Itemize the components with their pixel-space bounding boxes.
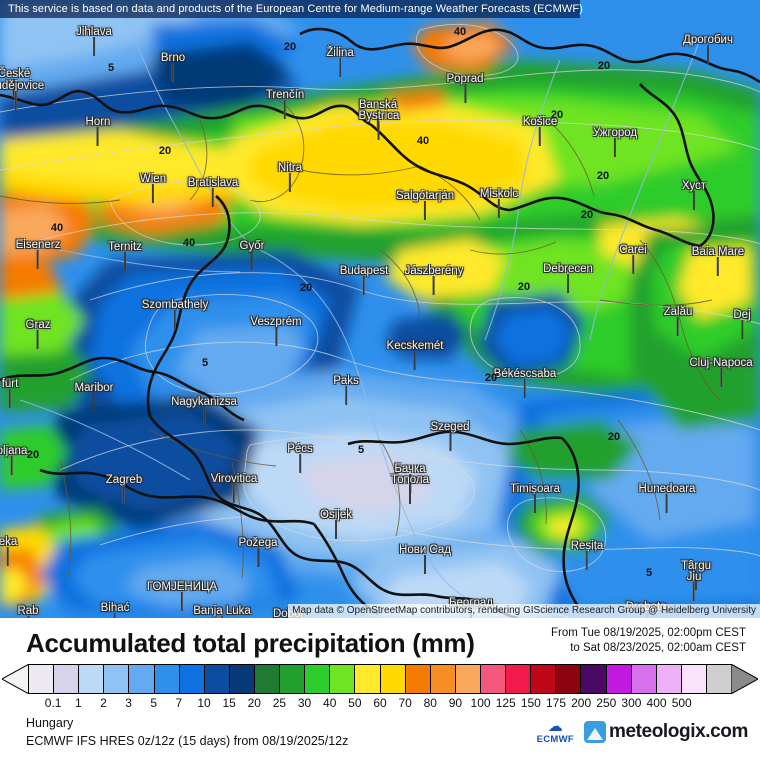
ecmwf-disclaimer-banner: This service is based on data and produc… — [0, 0, 583, 18]
map-vector-overlay — [0, 0, 760, 618]
scale-tick: 20 — [247, 696, 261, 710]
mountain-icon — [583, 721, 606, 743]
scale-tick: 80 — [423, 696, 437, 710]
color-swatch — [29, 665, 55, 693]
contour-value-label: 40 — [453, 26, 467, 38]
contour-value-label: 5 — [357, 444, 365, 456]
color-swatch — [380, 665, 406, 693]
color-swatch — [681, 665, 707, 693]
forecast-time-range: From Tue 08/19/2025, 02:00pm CEST to Sat… — [551, 626, 746, 656]
color-swatches — [28, 664, 732, 694]
color-swatch — [280, 665, 306, 693]
color-swatch — [455, 665, 481, 693]
scale-tick: 400 — [646, 696, 667, 710]
color-swatch — [506, 665, 532, 693]
scale-tick: 30 — [297, 696, 312, 710]
color-swatch — [179, 665, 205, 693]
precipitation-raster — [0, 0, 760, 618]
ecmwf-logo-label: ECMWF — [536, 733, 574, 745]
contour-value-label: 40 — [50, 222, 64, 234]
contour-value-label: 5 — [645, 567, 653, 579]
color-swatch — [54, 665, 80, 693]
contour-value-label: 20 — [596, 170, 610, 182]
color-swatch — [706, 665, 732, 693]
contour-value-label: 40 — [416, 135, 430, 147]
color-swatch — [79, 665, 105, 693]
model-run-label: ECMWF IFS HRES 0z/12z (15 days) from 08/… — [26, 734, 349, 748]
scale-tick: 10 — [197, 696, 211, 710]
color-swatch — [104, 665, 130, 693]
region-label: Hungary — [26, 716, 74, 730]
color-swatch — [480, 665, 507, 693]
scale-tick: 3 — [125, 696, 132, 710]
precipitation-map[interactable]: JihlavaBrnoČeskéBudějoviceHornWienBratis… — [0, 0, 760, 618]
color-swatch — [330, 665, 356, 693]
contour-value-label: 20 — [484, 372, 498, 384]
color-swatch — [305, 665, 331, 693]
scale-tick: 0.1 — [44, 696, 62, 710]
color-swatch — [581, 665, 607, 693]
scale-tick: 40 — [323, 696, 337, 710]
scale-tick: 300 — [621, 696, 642, 710]
scale-left-cap — [2, 664, 29, 694]
range-from: From Tue 08/19/2025, 02:00pm CEST — [551, 627, 746, 639]
ecmwf-logo: ☁ ECMWF — [536, 717, 574, 745]
scale-tick: 250 — [596, 696, 617, 710]
color-swatch — [355, 665, 381, 693]
scale-tick: 125 — [495, 696, 516, 710]
scale-tick: 2 — [100, 696, 107, 710]
color-swatch — [556, 665, 582, 693]
legend-title: Accumulated total precipitation (mm) — [26, 628, 475, 658]
color-swatch — [405, 665, 431, 693]
color-swatch — [631, 665, 657, 693]
scale-tick: 5 — [150, 696, 158, 710]
color-scale: 0.1 1 2 3 5 7 10 15 20 25 30 40 50 60 70 80 90 100 125 150 1… — [0, 664, 760, 710]
map-attribution: Map data © OpenStreetMap contributors, r… — [288, 604, 760, 618]
color-swatch — [229, 665, 255, 693]
contour-value-label: 40 — [182, 237, 196, 249]
color-swatch — [430, 665, 456, 693]
meteologix-wordmark: meteologix.com — [608, 721, 748, 742]
scale-tick: 15 — [222, 696, 236, 710]
scale-tick: 60 — [373, 696, 387, 710]
contour-value-label: 20 — [607, 431, 621, 443]
legend-panel: Accumulated total precipitation (mm) Fro… — [0, 618, 760, 760]
contour-value-label: 20 — [517, 281, 531, 293]
scale-tick: 200 — [571, 696, 592, 710]
color-swatch — [154, 665, 180, 693]
scale-tick-labels: 0.1 1 2 3 5 7 10 15 20 25 30 40 50 60 70 80 90 100 125 150 1… — [28, 696, 732, 714]
range-to: to Sat 08/23/2025, 02:00am CEST — [570, 642, 746, 654]
scale-tick: 90 — [448, 696, 463, 710]
scale-tick: 100 — [470, 696, 491, 710]
color-swatch — [204, 665, 230, 693]
scale-right-cap — [731, 664, 758, 694]
contour-value-label: 20 — [283, 41, 297, 53]
contour-value-label: 5 — [107, 62, 115, 74]
contour-value-label: 20 — [299, 282, 313, 294]
scale-tick: 50 — [348, 696, 362, 710]
scale-tick: 25 — [272, 696, 287, 710]
color-swatch — [254, 665, 281, 693]
color-swatch — [129, 665, 155, 693]
branding: ☁ ECMWF meteologix.com — [536, 714, 749, 750]
color-swatch — [656, 665, 682, 693]
color-swatch — [531, 665, 557, 693]
color-swatch — [606, 665, 632, 693]
model-metadata: Hungary ECMWF IFS HRES 0z/12z (15 days) … — [26, 714, 348, 750]
scale-tick: 7 — [175, 696, 183, 710]
meteologix-logo[interactable]: meteologix.com — [583, 721, 748, 743]
ecmwf-glyph-icon: ☁ — [547, 717, 563, 735]
scale-tick: 500 — [671, 696, 692, 710]
contour-value-label: 5 — [201, 357, 209, 369]
scale-tick: 1 — [74, 696, 82, 710]
scale-tick: 70 — [398, 696, 412, 710]
contour-value-label: 20 — [580, 209, 594, 221]
contour-value-label: 20 — [597, 60, 611, 72]
contour-value-label: 20 — [26, 449, 40, 461]
contour-value-label: 20 — [158, 145, 172, 157]
scale-tick: 150 — [520, 696, 541, 710]
contour-value-label: 20 — [550, 109, 564, 121]
scale-tick: 175 — [545, 696, 567, 710]
